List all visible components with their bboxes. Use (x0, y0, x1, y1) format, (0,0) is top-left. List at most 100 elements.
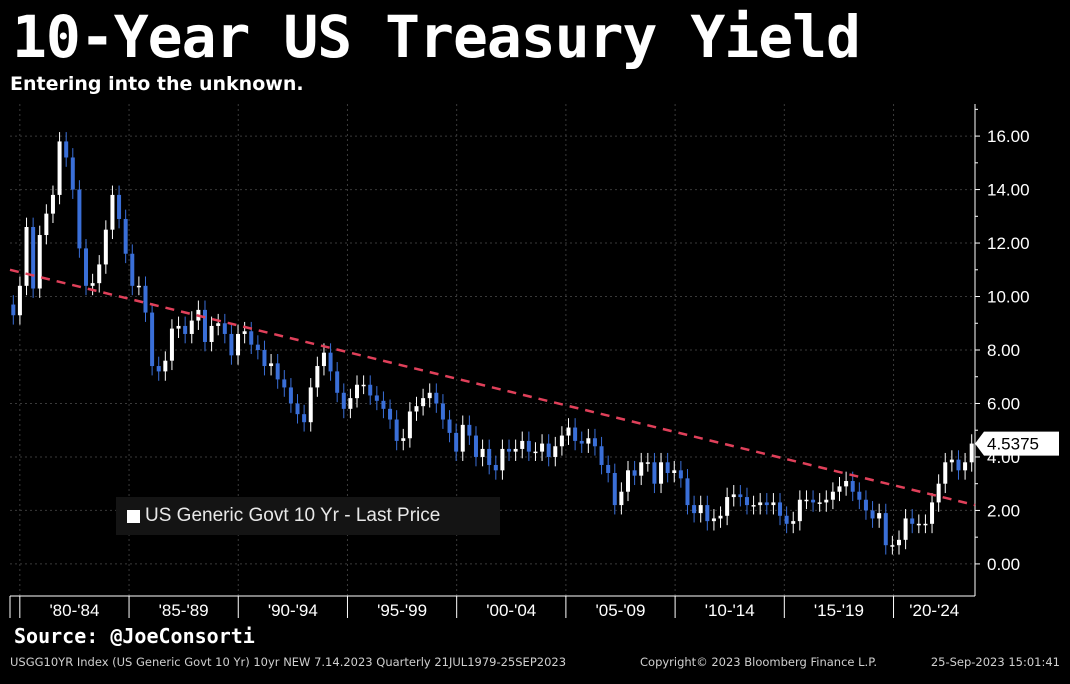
candle-body (956, 459, 961, 471)
y-tick-label: 10.00 (987, 288, 1030, 307)
candle-body (969, 443, 974, 463)
candle-body (758, 502, 763, 506)
candle-body (440, 403, 445, 420)
candle-body (183, 325, 188, 334)
candle-body (130, 253, 135, 286)
candle-body (229, 333, 234, 356)
candle-body (163, 360, 168, 372)
candle-body (460, 424, 465, 452)
candle-body (288, 387, 293, 404)
candle-body (870, 510, 875, 519)
candle-body (117, 194, 122, 219)
candle-body (374, 395, 379, 401)
candle-body (896, 539, 901, 546)
candle-body (249, 331, 254, 345)
candle-body (857, 491, 862, 500)
candle-body (328, 352, 333, 372)
candle-body (176, 325, 181, 329)
candle-body (315, 366, 320, 388)
candle-body (566, 427, 571, 436)
candle-body (652, 462, 657, 484)
candle-body (150, 312, 155, 367)
candle-body (414, 406, 419, 412)
candle-body (533, 451, 538, 454)
candle-body (963, 462, 968, 471)
candle-body (275, 363, 280, 380)
candle-body (355, 384, 360, 399)
y-tick-label: 2.00 (987, 501, 1020, 520)
candle-body (500, 448, 505, 471)
candle-body (943, 462, 948, 484)
candle-body (493, 464, 498, 471)
candle-body (804, 499, 809, 502)
candle-body (136, 285, 141, 288)
candle-body (236, 333, 241, 356)
candle-body (24, 227, 29, 286)
candle-body (883, 513, 888, 546)
candle-body (90, 283, 95, 286)
candle-body (824, 499, 829, 503)
x-tick-label: '90-'94 (268, 601, 318, 620)
candle-body (407, 411, 412, 439)
candle-body (401, 438, 406, 441)
candle-body (513, 448, 518, 452)
candle-body (11, 304, 16, 316)
candle-body (189, 320, 194, 334)
candle-body (169, 328, 174, 361)
y-tick-label: 16.00 (987, 127, 1030, 146)
candle-body (368, 384, 373, 396)
y-tick-label: 8.00 (987, 341, 1020, 360)
candle-body (811, 499, 816, 503)
candle-body (216, 323, 221, 326)
candle-body (606, 464, 611, 473)
candle-body (718, 515, 723, 519)
candle-body (645, 462, 650, 464)
candle-body (685, 478, 690, 506)
candle-body (705, 505, 710, 522)
candle-body (282, 379, 287, 388)
candle-body (348, 398, 353, 409)
candle-body (454, 432, 459, 452)
candle-body (619, 491, 624, 506)
candle-body (599, 446, 604, 465)
source-credit: Source: @JoeConsorti (14, 624, 255, 648)
candle-body (731, 494, 736, 498)
candle-body (473, 435, 478, 457)
candle-body (625, 470, 630, 492)
candle-body (612, 473, 617, 506)
candle-body (381, 400, 386, 409)
candle-body (295, 403, 300, 415)
chart-legend: US Generic Govt 10 Yr - Last Price (116, 497, 500, 535)
candle-body (936, 483, 941, 503)
y-tick-label: 14.00 (987, 181, 1030, 200)
candle-body (751, 505, 756, 507)
candle-body (573, 427, 578, 441)
candle-body (156, 366, 161, 372)
candle-body (255, 344, 260, 350)
candle-body (903, 518, 908, 540)
candle-body (84, 248, 89, 286)
candle-body (17, 285, 22, 316)
candle-body (143, 285, 148, 313)
legend-swatch (127, 509, 140, 523)
candle-body (302, 414, 307, 423)
candle-body (480, 448, 485, 457)
candle-body (546, 443, 551, 457)
candle-body (262, 350, 267, 367)
candle-body (97, 264, 102, 284)
candle-body (698, 505, 703, 514)
candle-body (910, 518, 915, 524)
candle-body (890, 545, 895, 547)
candle-body (335, 371, 340, 393)
x-tick-label: '10-'14 (705, 601, 755, 620)
candle-body (738, 494, 743, 498)
footer-timestamp: 25-Sep-2023 15:01:41 (930, 655, 1060, 669)
candle-body (632, 470, 637, 476)
candle-body (31, 227, 36, 289)
candle-body (526, 440, 531, 452)
footer-copyright: Copyright© 2023 Bloomberg Finance L.P. (640, 655, 877, 669)
x-tick-label: '80-'84 (49, 601, 99, 620)
candle-body (242, 331, 247, 334)
candle-body (725, 497, 730, 516)
candle-body (421, 398, 426, 407)
